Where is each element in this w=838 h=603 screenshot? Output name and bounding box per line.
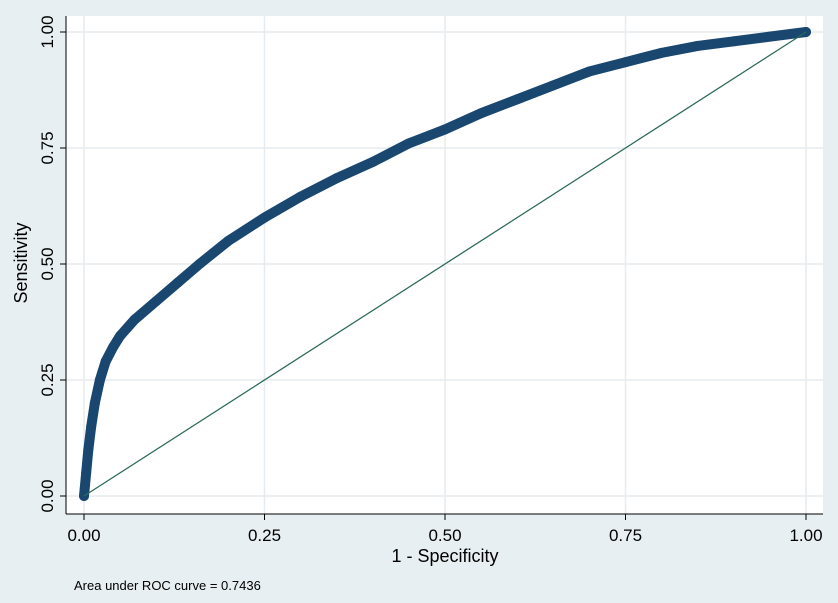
- roc-curve-point: [151, 296, 162, 307]
- roc-curve-point: [259, 212, 270, 223]
- roc-curve-point: [548, 80, 559, 91]
- roc-curve-point: [440, 124, 450, 135]
- roc-curve-point: [620, 57, 631, 68]
- roc-curve-point: [331, 173, 342, 184]
- roc-curve-point: [223, 235, 234, 246]
- y-tick-label: 0.00: [38, 479, 57, 512]
- roc-curve-point: [584, 66, 595, 77]
- roc-curve-point: [94, 375, 105, 385]
- roc-curve-point: [107, 342, 118, 353]
- auc-note: Area under ROC curve = 0.7436: [74, 578, 261, 593]
- y-axis-ticks: 0.00 0.25 0.50 0.75 1.00: [38, 15, 66, 513]
- x-tick-label: 0.50: [428, 526, 461, 545]
- roc-curve-point: [367, 156, 378, 167]
- y-tick-label: 1.00: [38, 15, 57, 48]
- x-axis-title: 1 - Specificity: [391, 546, 498, 566]
- roc-curve-point: [83, 444, 94, 455]
- roc-curve-point: [172, 277, 183, 288]
- series: [79, 27, 811, 501]
- x-tick-label: 1.00: [789, 526, 822, 545]
- roc-curve-point: [403, 138, 414, 149]
- x-tick-label: 0.75: [609, 526, 642, 545]
- x-tick-label: 0.25: [248, 526, 281, 545]
- roc-curve-point: [512, 94, 523, 105]
- roc-curve-point: [129, 314, 140, 325]
- y-tick-label: 0.50: [38, 247, 57, 280]
- roc-curve-point: [100, 356, 111, 367]
- x-tick-label: 0.00: [67, 526, 100, 545]
- roc-curve-point: [115, 330, 126, 341]
- roc-curve-point: [86, 421, 97, 432]
- roc-curve-point: [194, 259, 205, 269]
- roc-curve-point: [89, 398, 100, 409]
- x-axis-ticks: 0.00 0.25 0.50 0.75 1.00: [67, 514, 823, 545]
- y-tick-label: 0.75: [38, 131, 57, 164]
- roc-curve-point: [656, 47, 667, 58]
- y-axis-title: Sensitivity: [11, 222, 31, 303]
- roc-curve-point: [728, 36, 739, 47]
- roc-curve-point: [476, 108, 487, 119]
- reference-line: [83, 31, 807, 497]
- y-tick-label: 0.25: [38, 363, 57, 396]
- roc-curve-point: [81, 467, 92, 478]
- roc-curve-point: [764, 31, 775, 42]
- roc-curve-point: [295, 191, 306, 202]
- roc-curve-point: [692, 40, 703, 51]
